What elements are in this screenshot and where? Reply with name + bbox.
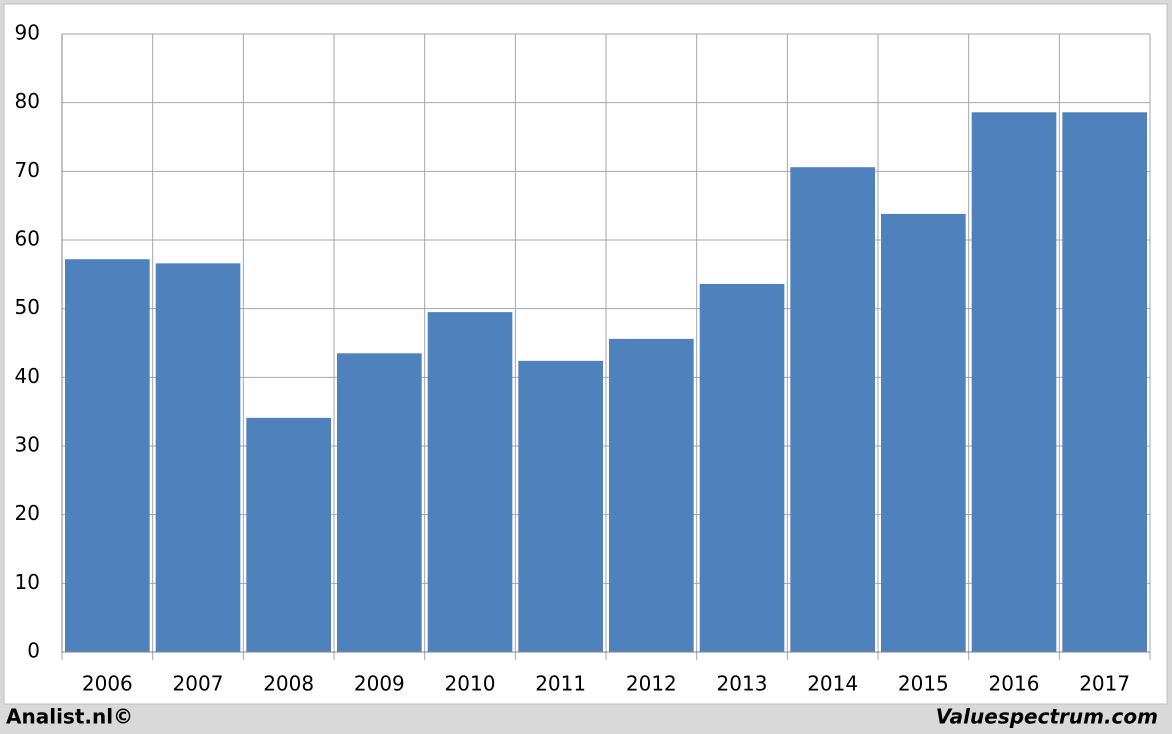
x-tick-label: 2011 bbox=[535, 672, 586, 696]
y-tick-label: 80 bbox=[15, 89, 40, 113]
x-tick-label: 2006 bbox=[82, 672, 133, 696]
x-tick-label: 2013 bbox=[717, 672, 768, 696]
y-tick-label: 0 bbox=[27, 639, 40, 663]
bar bbox=[609, 338, 694, 652]
bar bbox=[518, 360, 603, 652]
x-tick-label: 2010 bbox=[445, 672, 496, 696]
y-tick-label: 60 bbox=[15, 227, 40, 251]
x-tick-label: 2007 bbox=[173, 672, 224, 696]
bar bbox=[337, 353, 422, 652]
y-tick-label: 30 bbox=[15, 433, 40, 457]
x-tick-label: 2017 bbox=[1079, 672, 1130, 696]
bar bbox=[699, 283, 785, 652]
bar bbox=[1062, 112, 1147, 652]
x-tick-label: 2008 bbox=[263, 672, 314, 696]
y-tick-label: 20 bbox=[15, 501, 40, 525]
footer-right: Valuespectrum.com bbox=[936, 705, 1158, 729]
x-tick-label: 2015 bbox=[898, 672, 949, 696]
footer-left: Analist.nl© bbox=[6, 705, 133, 729]
bar bbox=[65, 259, 150, 652]
y-tick-label: 10 bbox=[15, 570, 40, 594]
bar bbox=[155, 263, 241, 652]
bar bbox=[427, 312, 513, 652]
x-tick-label: 2016 bbox=[989, 672, 1040, 696]
bar bbox=[881, 213, 966, 652]
x-tick-label: 2009 bbox=[354, 672, 405, 696]
bar bbox=[971, 112, 1057, 652]
bar bbox=[246, 417, 331, 652]
y-tick-label: 50 bbox=[15, 295, 40, 319]
x-tick-label: 2012 bbox=[626, 672, 677, 696]
y-tick-label: 40 bbox=[15, 364, 40, 388]
y-tick-label: 70 bbox=[15, 158, 40, 182]
bar bbox=[790, 167, 875, 653]
x-tick-label: 2014 bbox=[807, 672, 858, 696]
y-tick-label: 90 bbox=[15, 21, 40, 45]
